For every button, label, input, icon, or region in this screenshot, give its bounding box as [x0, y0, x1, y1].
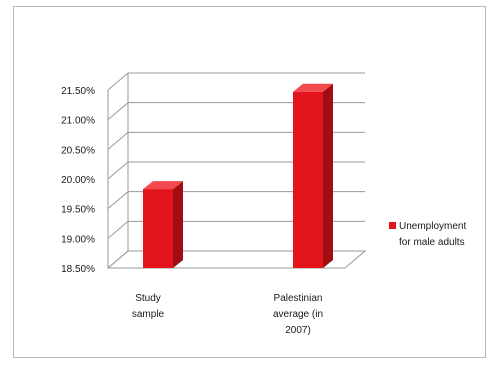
side-gridline	[107, 191, 129, 210]
x-category-label: Study	[135, 293, 161, 304]
bar-top	[293, 83, 333, 92]
side-gridline	[107, 220, 129, 239]
side-gridline	[107, 72, 129, 91]
bar-side	[173, 181, 183, 268]
y-tick-label: 19.50%	[61, 205, 95, 216]
bar	[143, 189, 173, 268]
x-category-label: sample	[132, 309, 165, 320]
bar-top	[143, 181, 183, 190]
legend-label: Unemployment	[399, 221, 466, 232]
y-tick-label: 19.00%	[61, 234, 95, 245]
y-tick-label: 20.00%	[61, 175, 95, 186]
side-gridline	[107, 102, 129, 121]
y-tick-label: 21.00%	[61, 116, 95, 127]
x-category-label: average (in	[273, 309, 323, 320]
side-gridline	[107, 131, 129, 150]
side-gridline	[107, 161, 129, 180]
y-tick-label: 21.50%	[61, 86, 95, 97]
x-category-label: Palestinian	[274, 293, 323, 304]
bar-side	[323, 83, 333, 268]
y-tick-label: 18.50%	[61, 264, 95, 275]
chart-floor	[106, 250, 367, 269]
y-tick-label: 20.50%	[61, 145, 95, 156]
legend-swatch	[389, 222, 396, 229]
legend-label: for male adults	[399, 237, 465, 248]
bar	[293, 91, 323, 268]
x-category-label: 2007)	[285, 325, 311, 336]
chart-frame	[13, 6, 486, 358]
